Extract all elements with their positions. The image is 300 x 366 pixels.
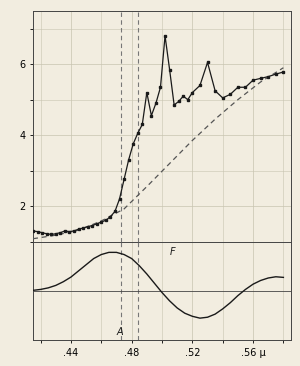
Text: F: F: [170, 247, 176, 257]
Text: A: A: [116, 327, 123, 337]
